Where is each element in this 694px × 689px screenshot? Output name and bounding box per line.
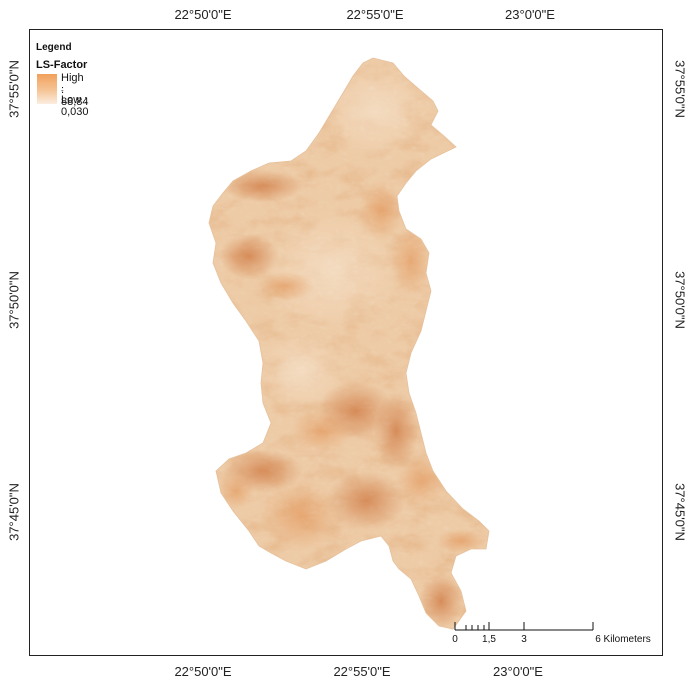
scale-bar: 0 1,5 3 6 Kilometers	[445, 620, 651, 650]
legend-high-label: High : 88,84	[61, 72, 89, 108]
left-lat-label-3: 37°45'0"N	[6, 483, 22, 541]
map-canvas	[208, 57, 490, 630]
left-lat-label-2: 37°50'0"N	[6, 271, 22, 329]
top-lon-label-3: 23°0'0"E	[505, 7, 555, 22]
legend-color-ramp	[37, 74, 57, 104]
map-legend: Legend LS-Factor High : 88,84 - Low : 0,…	[36, 42, 89, 118]
right-lat-label-3: 37°45'0"N	[672, 483, 688, 541]
top-lon-label-1: 22°50'0"E	[174, 7, 232, 22]
ls-factor-raster	[209, 58, 489, 629]
scale-label-3: 3	[521, 634, 527, 645]
legend-title: Legend	[36, 42, 72, 53]
legend-mid-tick: -	[61, 86, 64, 95]
bottom-lon-label-3: 23°0'0"E	[493, 664, 543, 679]
scale-bar-graphic	[454, 622, 594, 631]
legend-color-ramp-row: High : 88,84 - Low : 0,030	[36, 72, 89, 118]
left-lat-label-1: 37°55'0"N	[6, 60, 22, 118]
scale-label-0: 0	[452, 634, 458, 645]
right-lat-label-1: 37°55'0"N	[672, 60, 688, 118]
right-lat-label-2: 37°50'0"N	[672, 271, 688, 329]
scale-label-6-km: 6 Kilometers	[595, 634, 651, 645]
scale-label-1-5: 1,5	[482, 634, 496, 645]
bottom-lon-label-2: 22°55'0"E	[333, 664, 391, 679]
legend-low-label: Low : 0,030	[61, 94, 89, 118]
bottom-lon-label-1: 22°50'0"E	[174, 664, 232, 679]
map-frame: Legend LS-Factor High : 88,84 - Low : 0,…	[29, 29, 663, 656]
legend-layer-name: LS-Factor	[36, 59, 88, 71]
top-lon-label-2: 22°55'0"E	[346, 7, 404, 22]
